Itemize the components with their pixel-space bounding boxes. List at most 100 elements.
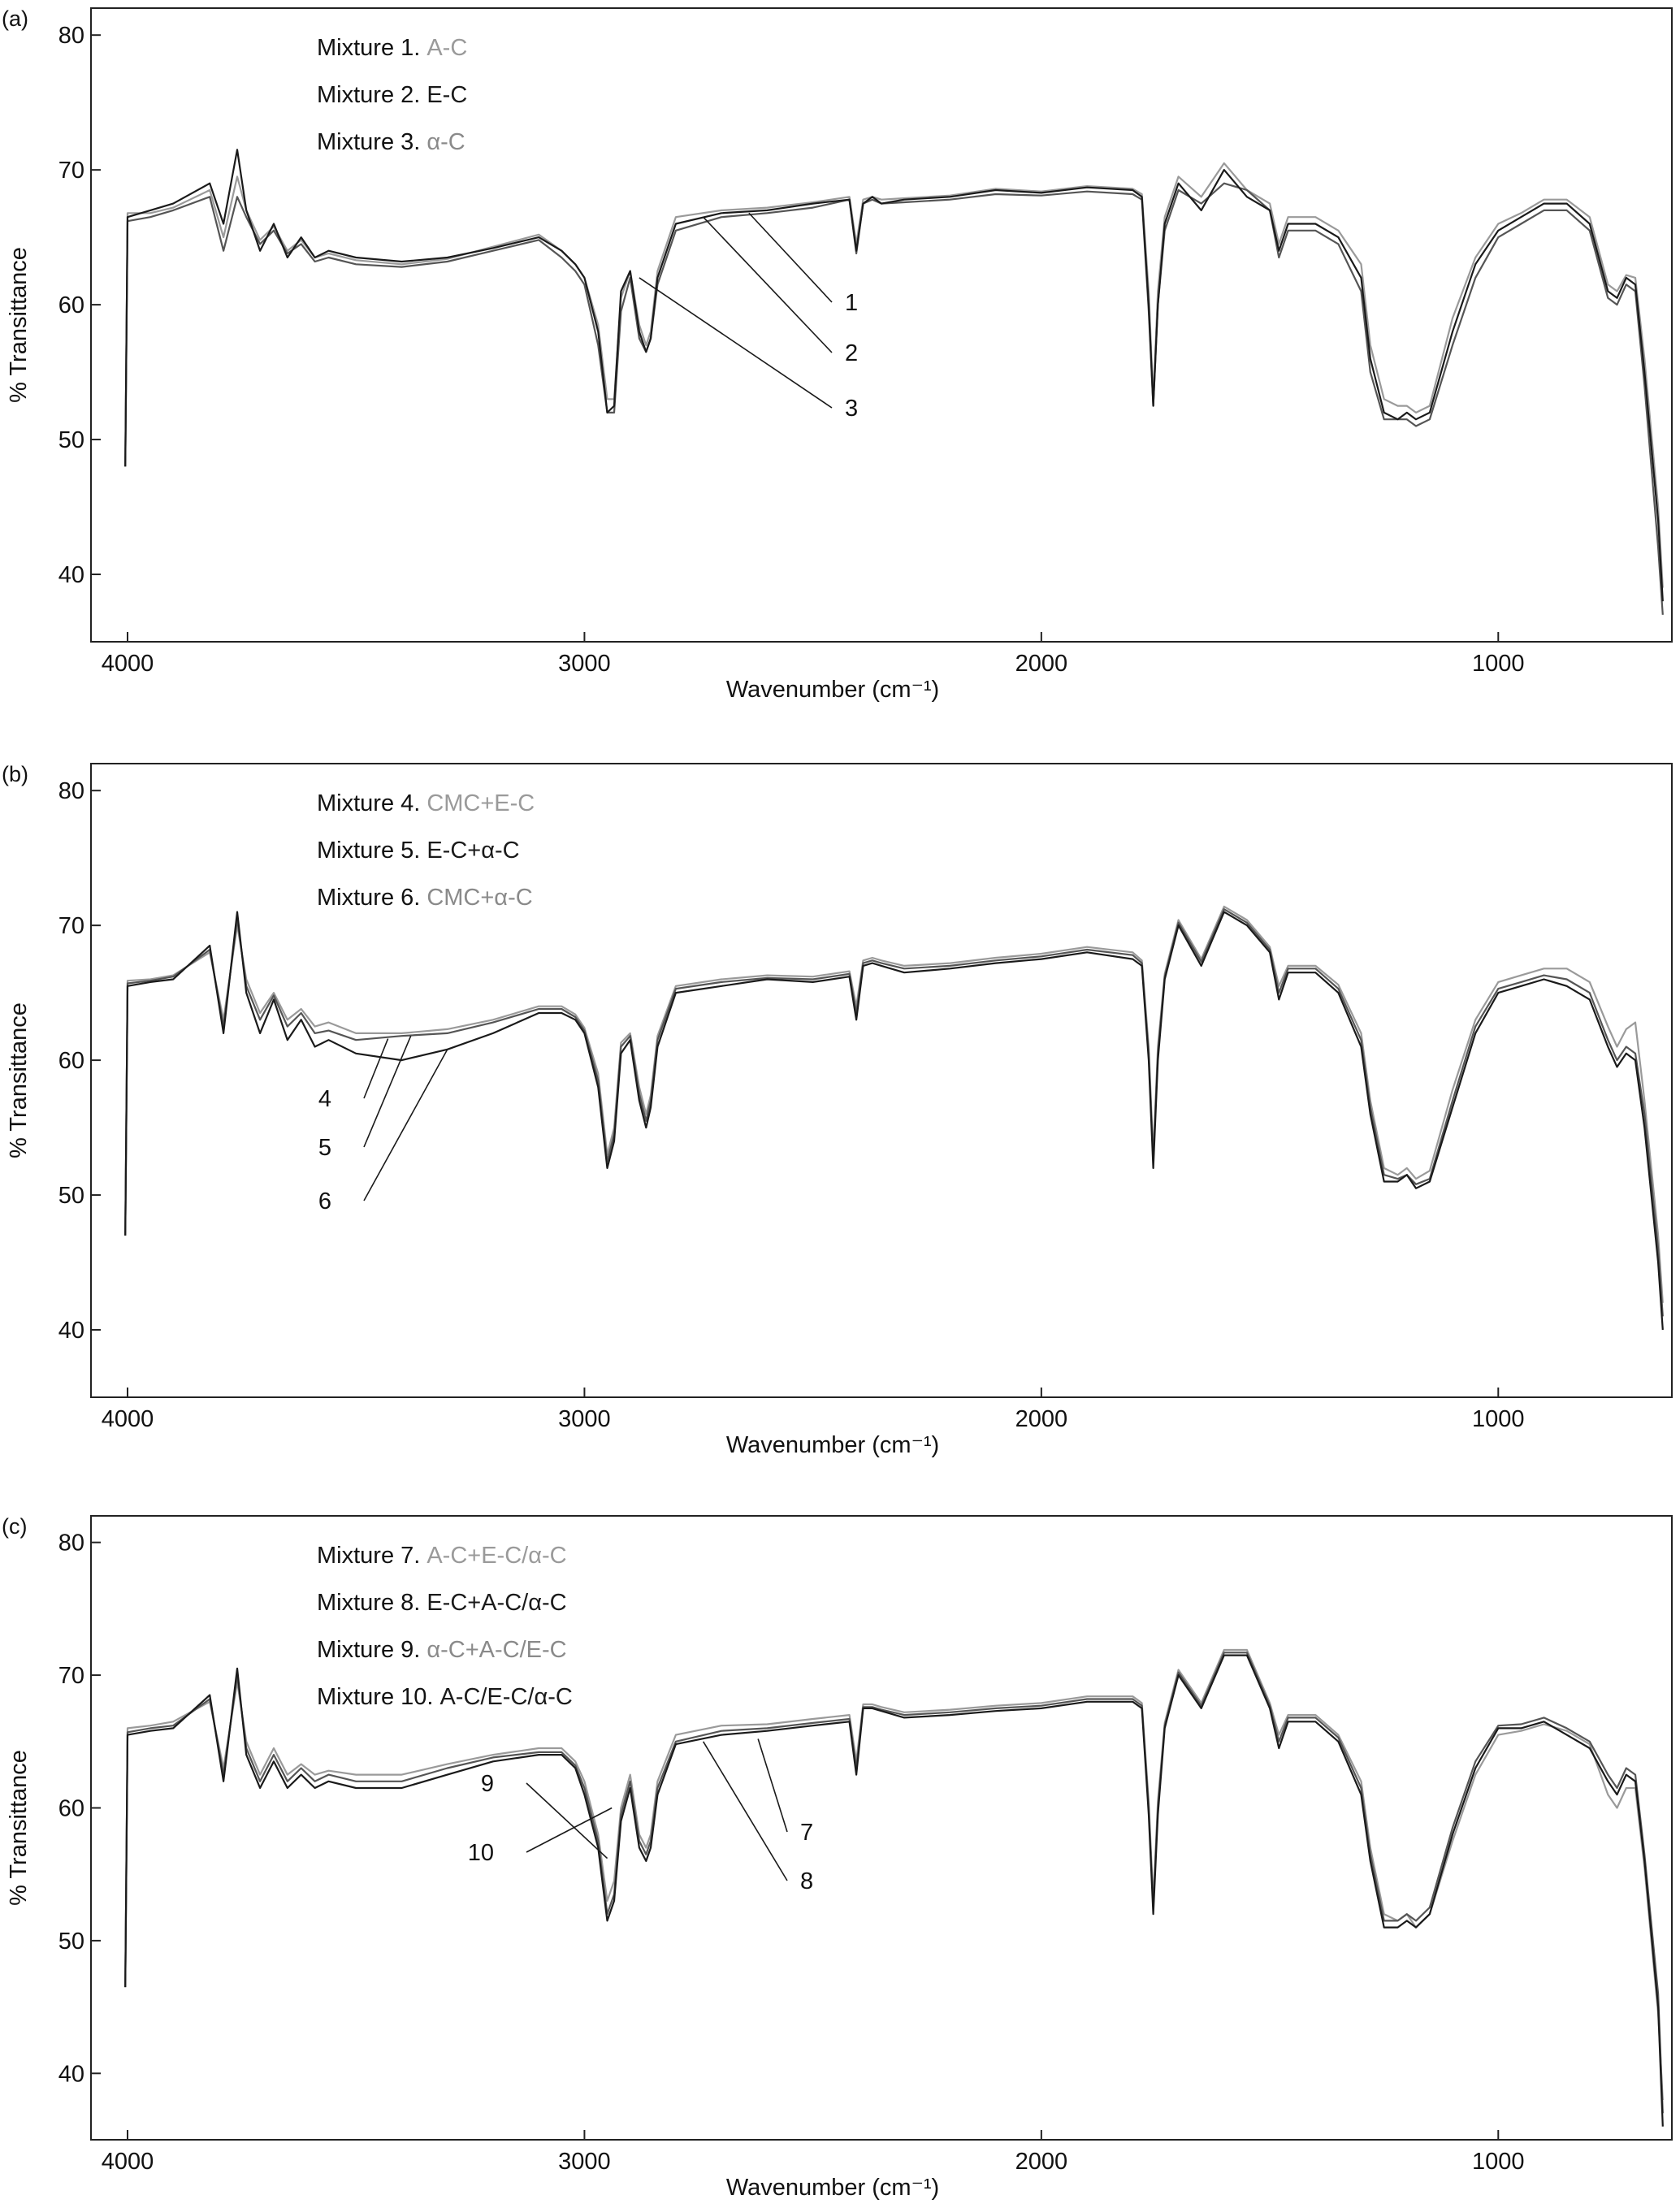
panel-label: (c) [2, 1514, 27, 1539]
spectrum-line-3 [124, 162, 1664, 588]
legend-entry: Mixture 5. E-C+α-C [317, 838, 520, 864]
callout-leader [363, 1035, 412, 1148]
spectrum-line-1 [124, 149, 1664, 602]
legend-name: α-C [426, 129, 465, 155]
y-tick-label: 70 [58, 158, 84, 184]
x-tick-label: 4000 [102, 651, 154, 677]
spectrum-line-3 [124, 1648, 1664, 2101]
y-tick-label: 50 [58, 1183, 84, 1209]
y-axis-title: % Transittance [6, 1750, 32, 1906]
y-tick-label: 80 [58, 23, 84, 49]
callout-leader [748, 212, 833, 303]
legend-prefix: Mixture 9. [317, 1637, 420, 1663]
series-group [124, 1648, 1664, 2127]
legend-name: α-C+A-C/E-C [426, 1637, 566, 1663]
x-axis-title: Wavenumber (cm⁻¹) [726, 1432, 939, 1458]
x-tick-label: 2000 [1015, 1406, 1068, 1432]
callout-leader [526, 1782, 608, 1859]
callout-label: 1 [845, 290, 858, 316]
callout-leader [363, 1038, 389, 1099]
legend-name: CMC+α-C [426, 885, 532, 911]
callout-label: 2 [845, 340, 858, 366]
y-tick-label: 70 [58, 913, 84, 939]
callout-leader [757, 1738, 788, 1833]
legend-name: A-C [426, 35, 467, 61]
y-tick-label: 40 [58, 1318, 84, 1344]
series-group [124, 905, 1664, 1331]
panel-label: (b) [2, 762, 28, 786]
y-tick-label: 60 [58, 1048, 84, 1074]
legend-prefix: Mixture 4. [317, 790, 420, 816]
callout-label: 5 [318, 1135, 331, 1161]
y-tick-label: 50 [58, 1929, 84, 1955]
x-tick-label: 2000 [1015, 2149, 1068, 2175]
series-group [124, 149, 1664, 615]
legend-name: A-C/E-C/α-C [439, 1684, 572, 1710]
legend-entry: Mixture 9. α-C+A-C/E-C [317, 1637, 567, 1663]
legend-entry: Mixture 2. E-C [317, 82, 467, 108]
x-tick-label: 2000 [1015, 651, 1068, 677]
legend-entry: Mixture 3. α-C [317, 129, 465, 155]
callout-leader [703, 216, 833, 353]
legend-prefix: Mixture 3. [317, 129, 420, 155]
callout-label: 3 [845, 396, 858, 422]
y-tick-label: 50 [58, 427, 84, 453]
y-tick-label: 40 [58, 2061, 84, 2087]
legend-prefix: Mixture 6. [317, 885, 420, 911]
legend-entry: Mixture 1. A-C [317, 35, 467, 61]
y-axis-title: % Transittance [6, 1002, 32, 1158]
callout-label: 8 [800, 1868, 813, 1894]
spectrum-line-2 [124, 1652, 1664, 2114]
callout-label: 9 [481, 1771, 494, 1797]
spectrum-line-1 [124, 911, 1664, 1331]
callout-label: 4 [318, 1086, 331, 1112]
legend-prefix: Mixture 7. [317, 1543, 420, 1569]
legend-prefix: Mixture 8. [317, 1590, 420, 1616]
x-tick-label: 4000 [102, 1406, 154, 1432]
legend-prefix: Mixture 5. [317, 838, 420, 864]
callout-label: 7 [800, 1820, 813, 1846]
legend-prefix: Mixture 10. [317, 1684, 433, 1710]
spectrum-line-2 [124, 182, 1664, 615]
panel-2: (b) 40 50 60 70 80 4000 3000 2000 1000 Wavenumber … [2, 762, 1673, 1458]
spectrum-line-1 [124, 1654, 1664, 2127]
legend-name: E-C+α-C [426, 838, 519, 864]
legend-name: A-C+E-C/α-C [426, 1543, 566, 1569]
y-tick-label: 70 [58, 1663, 84, 1689]
x-axis-title: Wavenumber (cm⁻¹) [726, 677, 939, 703]
legend-entry: Mixture 6. CMC+α-C [317, 885, 533, 911]
legend-prefix: Mixture 2. [317, 82, 420, 108]
legend-entry: Mixture 10. A-C/E-C/α-C [317, 1684, 573, 1710]
x-tick-label: 1000 [1472, 651, 1525, 677]
spectrum-line-3 [124, 905, 1664, 1303]
y-tick-label: 60 [58, 292, 84, 318]
legend-name: E-C [426, 82, 467, 108]
callout-leader [363, 1049, 448, 1201]
x-tick-label: 1000 [1472, 1406, 1525, 1432]
callout-leader [702, 1741, 788, 1881]
legend-entry: Mixture 8. E-C+A-C/α-C [317, 1590, 567, 1616]
plot-frame [90, 763, 1673, 1398]
x-tick-label: 4000 [102, 2149, 154, 2175]
callout-leader [526, 1807, 613, 1853]
x-tick-label: 3000 [558, 651, 611, 677]
callout-leader [639, 277, 833, 409]
x-tick-label: 3000 [558, 1406, 611, 1432]
plot-frame [90, 7, 1673, 643]
panel-3: (c) 40 50 60 70 80 4000 3000 2000 1000 Wavenumber … [2, 1514, 1673, 2201]
legend-entry: Mixture 4. CMC+E-C [317, 790, 535, 816]
x-tick-label: 3000 [558, 2149, 611, 2175]
y-tick-label: 60 [58, 1795, 84, 1821]
legend-name: E-C+A-C/α-C [426, 1590, 566, 1616]
panel-label: (a) [2, 6, 28, 31]
plot-frame [90, 1515, 1673, 2141]
legend-name: CMC+E-C [426, 790, 535, 816]
spectrum-line-2 [124, 908, 1664, 1317]
callout-label: 10 [468, 1840, 494, 1866]
y-tick-label: 80 [58, 1530, 84, 1556]
y-tick-label: 80 [58, 778, 84, 804]
y-axis-title: % Transittance [6, 247, 32, 403]
legend-prefix: Mixture 1. [317, 35, 420, 61]
legend-entry: Mixture 7. A-C+E-C/α-C [317, 1543, 567, 1569]
